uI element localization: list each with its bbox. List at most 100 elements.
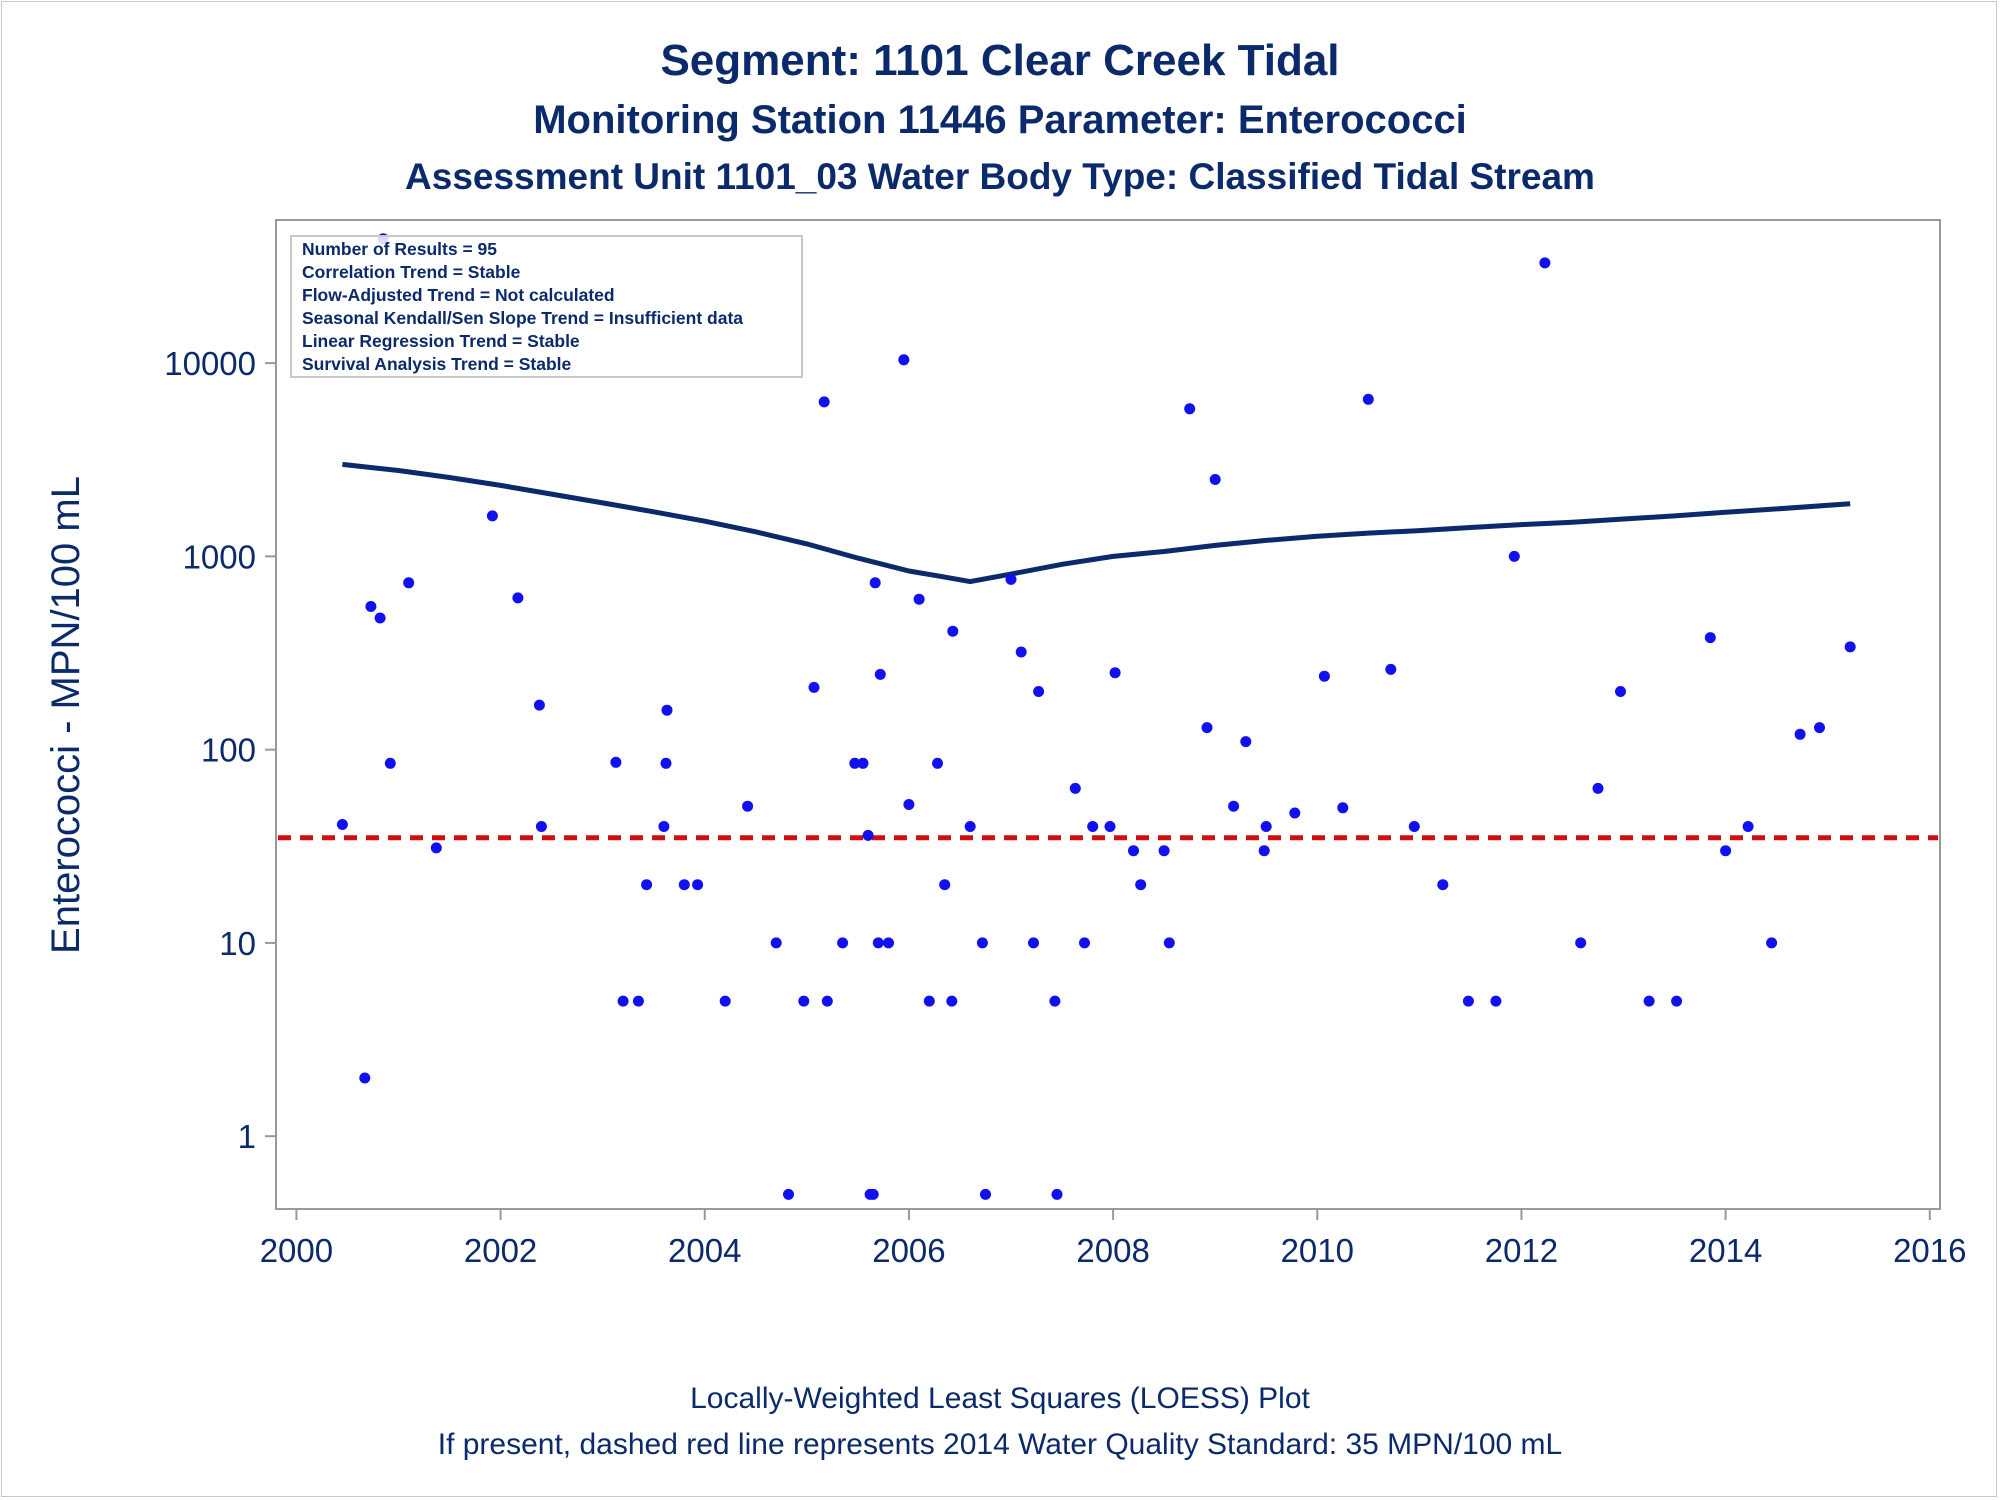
- data-point: [946, 995, 958, 1007]
- data-point: [939, 879, 951, 891]
- y-tick-label: 1000: [183, 538, 256, 575]
- data-point: [818, 396, 830, 408]
- data-point: [964, 821, 976, 832]
- data-point: [1209, 474, 1221, 485]
- data-point: [923, 995, 935, 1007]
- data-point: [1794, 728, 1806, 740]
- data-point: [1158, 845, 1170, 857]
- stat-correlation-trend: Correlation Trend = Stable: [302, 262, 521, 282]
- chart-title: Segment: 1101 Clear Creek Tidal: [660, 36, 1340, 85]
- data-point: [336, 819, 348, 830]
- data-point: [1704, 632, 1716, 644]
- x-tick-label: 2014: [1689, 1232, 1762, 1269]
- y-axis: 1 10 100 1000 10000: [164, 345, 276, 1155]
- y-tick-label: 10000: [164, 345, 256, 382]
- plot-area: [275, 219, 1941, 1210]
- stat-seasonal-kendall-trend: Seasonal Kendall/Sen Slope Trend = Insuf…: [302, 308, 743, 328]
- y-tick-label: 10: [219, 925, 256, 962]
- data-point: [1240, 736, 1252, 748]
- data-point: [1051, 1188, 1063, 1200]
- data-point: [661, 704, 673, 716]
- data-point: [1079, 937, 1090, 949]
- data-point: [932, 757, 943, 769]
- data-point: [1742, 821, 1754, 832]
- data-point: [610, 756, 622, 768]
- data-point: [1437, 879, 1449, 891]
- data-point: [808, 681, 820, 693]
- data-point: [857, 757, 869, 769]
- data-point: [1163, 937, 1175, 949]
- stat-linear-regression-trend: Linear Regression Trend = Stable: [302, 331, 580, 351]
- data-point: [692, 879, 704, 891]
- data-point: [898, 354, 910, 366]
- data-point: [1087, 821, 1099, 832]
- data-point: [1028, 937, 1039, 949]
- data-point: [903, 799, 915, 810]
- data-point: [430, 842, 442, 854]
- data-point: [1337, 802, 1349, 814]
- data-point: [821, 995, 833, 1007]
- x-tick-label: 2012: [1485, 1232, 1558, 1269]
- stat-number-of-results: Number of Results = 95: [302, 239, 497, 259]
- data-point: [1005, 573, 1017, 585]
- data-point: [1766, 937, 1778, 949]
- data-point: [641, 879, 653, 891]
- x-tick-label: 2008: [1076, 1232, 1149, 1269]
- data-point: [874, 668, 886, 680]
- y-tick-label: 1: [238, 1118, 256, 1155]
- data-point: [1671, 995, 1683, 1007]
- x-tick-label: 2002: [464, 1232, 537, 1269]
- x-tick-label: 2000: [260, 1232, 333, 1269]
- data-point: [976, 937, 988, 949]
- data-point: [1615, 686, 1626, 697]
- data-point: [742, 800, 754, 812]
- data-point: [883, 937, 894, 949]
- data-point: [1184, 403, 1196, 415]
- x-tick-label: 2004: [668, 1232, 741, 1269]
- x-tick-label: 2006: [872, 1232, 945, 1269]
- data-point: [719, 995, 731, 1007]
- data-point: [980, 1188, 991, 1200]
- data-point: [1069, 782, 1081, 794]
- data-points: [336, 233, 1856, 1200]
- data-point: [403, 577, 415, 589]
- data-point: [837, 937, 849, 949]
- data-point: [947, 625, 959, 637]
- data-point: [1408, 821, 1420, 832]
- data-point: [678, 879, 690, 891]
- footer-standard-note: If present, dashed red line represents 2…: [437, 1428, 1563, 1461]
- stats-box-border: [290, 235, 803, 378]
- data-point: [872, 937, 884, 949]
- x-axis: 2000 2002 2004 2006 2008 2010 2012 2014 2016: [260, 1209, 1967, 1269]
- data-point: [867, 1188, 879, 1200]
- data-point: [1539, 257, 1551, 269]
- data-point: [1109, 667, 1121, 679]
- data-point: [849, 757, 861, 769]
- data-point: [1033, 686, 1045, 697]
- data-point: [359, 1072, 371, 1084]
- chart-subtitle-assessment-unit: Assessment Unit 1101_03 Water Body Type:…: [405, 156, 1595, 197]
- data-point: [1592, 782, 1604, 794]
- data-point: [658, 821, 670, 832]
- data-point: [1362, 393, 1374, 405]
- data-point: [1289, 807, 1301, 819]
- data-point: [862, 829, 874, 841]
- loess-curve: [342, 461, 1851, 585]
- data-point: [869, 577, 881, 589]
- data-point: [512, 592, 524, 604]
- data-point: [617, 995, 629, 1007]
- data-point: [384, 757, 396, 769]
- data-point: [1508, 550, 1520, 562]
- data-point: [533, 699, 545, 711]
- data-point: [365, 601, 377, 612]
- chart-subtitle-station: Monitoring Station 11446 Parameter: Ente…: [533, 98, 1467, 142]
- data-point: [770, 937, 782, 949]
- stat-survival-analysis-trend: Survival Analysis Trend = Stable: [302, 354, 572, 374]
- data-point: [374, 612, 386, 624]
- stats-box: Number of Results = 95 Correlation Trend…: [290, 235, 803, 378]
- data-point: [1643, 995, 1655, 1007]
- data-point: [632, 995, 644, 1007]
- data-point: [1720, 845, 1732, 857]
